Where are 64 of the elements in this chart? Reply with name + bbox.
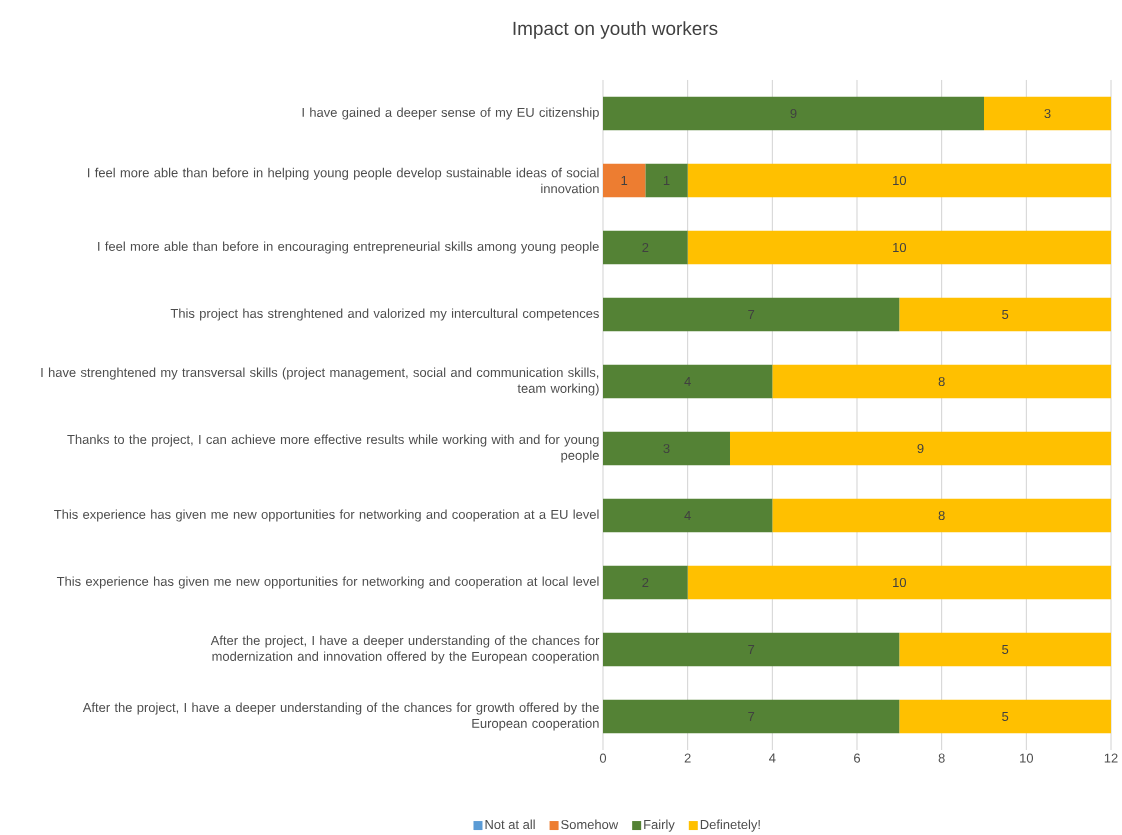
data-label: 9	[790, 108, 797, 119]
data-label: 7	[748, 310, 755, 319]
x-tick-label: 2	[684, 753, 691, 763]
x-tick-label: 0	[599, 753, 607, 763]
bar	[645, 163, 688, 198]
bar	[602, 498, 773, 533]
bar	[729, 431, 1111, 466]
data-label: 9	[917, 443, 924, 454]
bar	[602, 96, 984, 131]
x-tick-label: 10	[1020, 753, 1034, 763]
bar	[687, 230, 1111, 265]
x-tick-label: 6	[854, 753, 861, 763]
legend-label: Definetely!	[700, 819, 760, 832]
bar	[602, 364, 773, 399]
bar	[602, 632, 900, 667]
bar	[899, 297, 1111, 332]
data-label: 4	[684, 511, 691, 520]
y-tick-label: This experience has given me new opportunities for networking and cooperation at local level	[56, 576, 599, 589]
data-label: 8	[938, 510, 945, 521]
y-tick-label: This project has strenghtened and valorized my intercultural competences	[170, 308, 599, 321]
data-label: 3	[663, 443, 670, 454]
legend-label: Somehow	[561, 819, 619, 830]
data-label: 4	[684, 377, 691, 386]
x-tick-label: 8	[938, 753, 945, 763]
bar	[772, 364, 1111, 399]
data-label: 1	[663, 176, 670, 185]
bar	[602, 699, 900, 734]
data-label: 10	[893, 175, 907, 186]
y-tick-label: Thanks to the project, I can achieve more effective results while working with and for young people	[67, 434, 599, 463]
data-label: 5	[1002, 711, 1009, 722]
bar	[602, 431, 730, 466]
y-tick-label: This experience has given me new opportunities for networking and cooperation at a EU level	[54, 509, 599, 522]
bar	[899, 699, 1111, 734]
data-label: 7	[748, 645, 755, 654]
data-label: 5	[1002, 309, 1009, 320]
y-tick-label: After the project, I have a deeper understanding of the chances for modernization and innovation offered by the European cooperation	[210, 635, 600, 664]
x-tick-label: 12	[1104, 753, 1118, 763]
y-tick-label: After the project, I have a deeper understanding of the chances for growth offered by the European cooperation	[82, 702, 599, 731]
bar	[687, 565, 1111, 600]
bar	[687, 163, 1111, 198]
data-label: 8	[938, 376, 945, 387]
bar	[984, 96, 1111, 131]
data-label: 3	[1044, 108, 1051, 119]
data-label: 5	[1002, 644, 1009, 655]
data-label: 2	[642, 577, 649, 588]
bar	[602, 565, 688, 600]
legend-label: Not at all	[485, 819, 535, 830]
data-label: 2	[642, 242, 649, 253]
bar	[772, 498, 1111, 533]
x-tick-label: 4	[769, 753, 776, 763]
data-label: 10	[893, 577, 907, 588]
data-label: 1	[621, 176, 628, 185]
y-tick-label: I feel more able than before in helping young people develop sustainable ideas of social innovation	[88, 167, 599, 194]
y-tick-label: I have strenghtened my transversal skills (project management, social and communication skills, team working)	[41, 367, 599, 396]
y-tick-label: I feel more able than before in encouraging entrepreneurial skills among young people	[98, 241, 599, 254]
bar	[899, 632, 1111, 667]
data-label: 7	[748, 712, 755, 721]
bar	[602, 230, 688, 265]
bar	[602, 163, 646, 198]
data-label: 10	[893, 242, 907, 253]
bar	[602, 297, 900, 332]
y-tick-label: I have gained a deeper sense of my EU citizenship	[302, 107, 599, 120]
chart-title: Impact on youth workers	[513, 21, 718, 39]
legend-label: Fairly	[644, 819, 675, 832]
